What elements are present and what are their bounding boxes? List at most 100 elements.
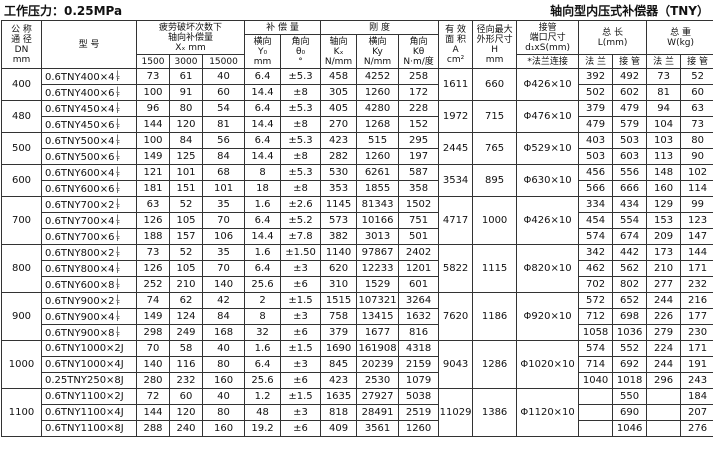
length: 674 — [612, 228, 648, 245]
lateral-comp: 25.6 — [244, 276, 282, 293]
length: 403 — [578, 132, 614, 149]
suffix-letter: F — [116, 75, 120, 83]
stiffness: 5038 — [398, 388, 440, 405]
head-line: L(mm) — [597, 37, 628, 48]
model: 0.6TNY700×6 J F — [41, 228, 137, 245]
head-line: Xₓ mm — [175, 42, 206, 53]
length: 698 — [612, 308, 648, 325]
axial-comp: 70 — [201, 212, 246, 229]
head-line: ° — [298, 56, 303, 67]
axial-comp: 72 — [136, 388, 170, 405]
angular-comp: ±1.5 — [280, 340, 322, 357]
lateral-comp: 14.4 — [244, 84, 282, 101]
weight: 123 — [680, 212, 713, 229]
axial-comp: 60 — [201, 84, 246, 101]
stiffness: 258 — [398, 68, 440, 85]
stiffness: 1140 — [320, 244, 358, 261]
axial-comp: 168 — [201, 324, 246, 341]
row: 0.6TNY500×6 J F 149 125 84 14.4 ±8 282 1260 197 503… — [2, 148, 713, 165]
weight: 114 — [680, 180, 713, 197]
length: 562 — [612, 260, 648, 277]
length: 574 — [578, 340, 614, 357]
axial-comp: 52 — [169, 244, 203, 261]
axial-comp: 58 — [169, 340, 203, 357]
stiffness: 28491 — [356, 404, 400, 421]
axial-comp: 280 — [136, 372, 170, 389]
lateral-comp: 14.4 — [244, 116, 282, 133]
port-size: Φ426×10 — [516, 196, 580, 245]
stiffness: 458 — [320, 68, 358, 85]
row: 0.6TNY900×8 J F 298 249 168 32 ±6 379 1677 816 1058… — [2, 324, 713, 341]
axial-comp: 181 — [136, 180, 170, 197]
row: 0.6TNY600×8 J F 252 210 140 25.6 ±6 310 1529 601 70… — [2, 276, 713, 293]
model-name: 0.6TNY600×6 — [45, 183, 115, 195]
dn: 500 — [1, 132, 42, 165]
suffix-letter: J — [116, 133, 119, 141]
model-name: 0.6TNY700×6 — [45, 231, 115, 243]
axial-comp: 210 — [169, 276, 203, 293]
stiffness: 382 — [320, 228, 358, 245]
suffix-letter: J — [116, 229, 119, 237]
weight: 129 — [646, 196, 682, 213]
angular-comp: ±1.5 — [280, 292, 322, 309]
head-line: d₁xS(mm) — [525, 42, 571, 53]
length: 712 — [578, 308, 614, 325]
stiffness: 107321 — [356, 292, 400, 309]
weight: 171 — [680, 260, 713, 277]
axial-comp: 157 — [169, 228, 203, 245]
axial-comp: 40 — [201, 68, 246, 85]
length: 692 — [612, 356, 648, 373]
length: 342 — [578, 244, 614, 261]
lateral-comp: 1.6 — [244, 244, 282, 261]
suffix-letter: F — [116, 107, 120, 115]
spec-table: 公 称通 径 DN mm 型 号 疲劳破坏次数下 轴向补偿量 Xₓ mm 补 偿 量 刚… — [1, 20, 713, 437]
model-name: 0.6TNY800×2 — [45, 247, 115, 259]
dn: 700 — [1, 196, 42, 245]
weight: 103 — [646, 132, 682, 149]
length: 456 — [578, 164, 614, 181]
length: 714 — [578, 356, 614, 373]
row: 800 0.6TNY800×2 J F 73 52 35 1.6 ±1.50 1140 97867 2… — [1, 244, 713, 293]
stiffness: 4280 — [356, 100, 400, 117]
length: 1018 — [612, 372, 648, 389]
axial-comp: 106 — [201, 228, 246, 245]
stiffness: 530 — [320, 164, 358, 181]
lateral-comp: 18 — [244, 180, 282, 197]
length: 1040 — [578, 372, 614, 389]
port-size: Φ529×10 — [516, 132, 580, 165]
h-sub: 接 管 — [680, 54, 713, 69]
length — [578, 420, 614, 437]
dn: 800 — [1, 244, 42, 293]
weight: 63 — [680, 100, 713, 117]
row: 0.6TNY700×4 J F 126 105 70 6.4 ±5.2 573 10166 751 4… — [2, 212, 713, 229]
row: 0.6TNY800×4 J F 126 105 70 6.4 ±3 620 12233 1201 46… — [2, 260, 713, 277]
stiffness: 4252 — [356, 68, 400, 85]
stiffness: 573 — [320, 212, 358, 229]
suffix-letter: J — [116, 165, 119, 173]
suffix-letter: F — [116, 235, 120, 243]
weight — [646, 388, 682, 405]
row: 500 0.6TNY500×4 J F 100 84 56 6.4 ±5.3 423 515 295 2… — [1, 132, 713, 165]
length: 462 — [578, 260, 614, 277]
stiffness: 13415 — [356, 308, 400, 325]
suffix-letter: F — [116, 283, 120, 291]
outer-size: 660 — [472, 68, 518, 101]
head-line: 有 效 — [445, 24, 467, 35]
outer-size: 895 — [472, 164, 518, 197]
model: 0.6TNY600×6 J F — [41, 180, 137, 197]
axial-comp: 160 — [201, 420, 246, 437]
axial-comp: 120 — [169, 116, 203, 133]
angular-comp: ±5.3 — [280, 164, 322, 181]
suffix-letter: F — [116, 219, 120, 227]
stiffness: 228 — [398, 100, 440, 117]
suffix-letter: J — [116, 181, 119, 189]
port-size: Φ820×10 — [516, 244, 580, 293]
lateral-comp: 8 — [244, 308, 282, 325]
axial-comp: 101 — [169, 164, 203, 181]
axial-comp: 120 — [169, 404, 203, 421]
